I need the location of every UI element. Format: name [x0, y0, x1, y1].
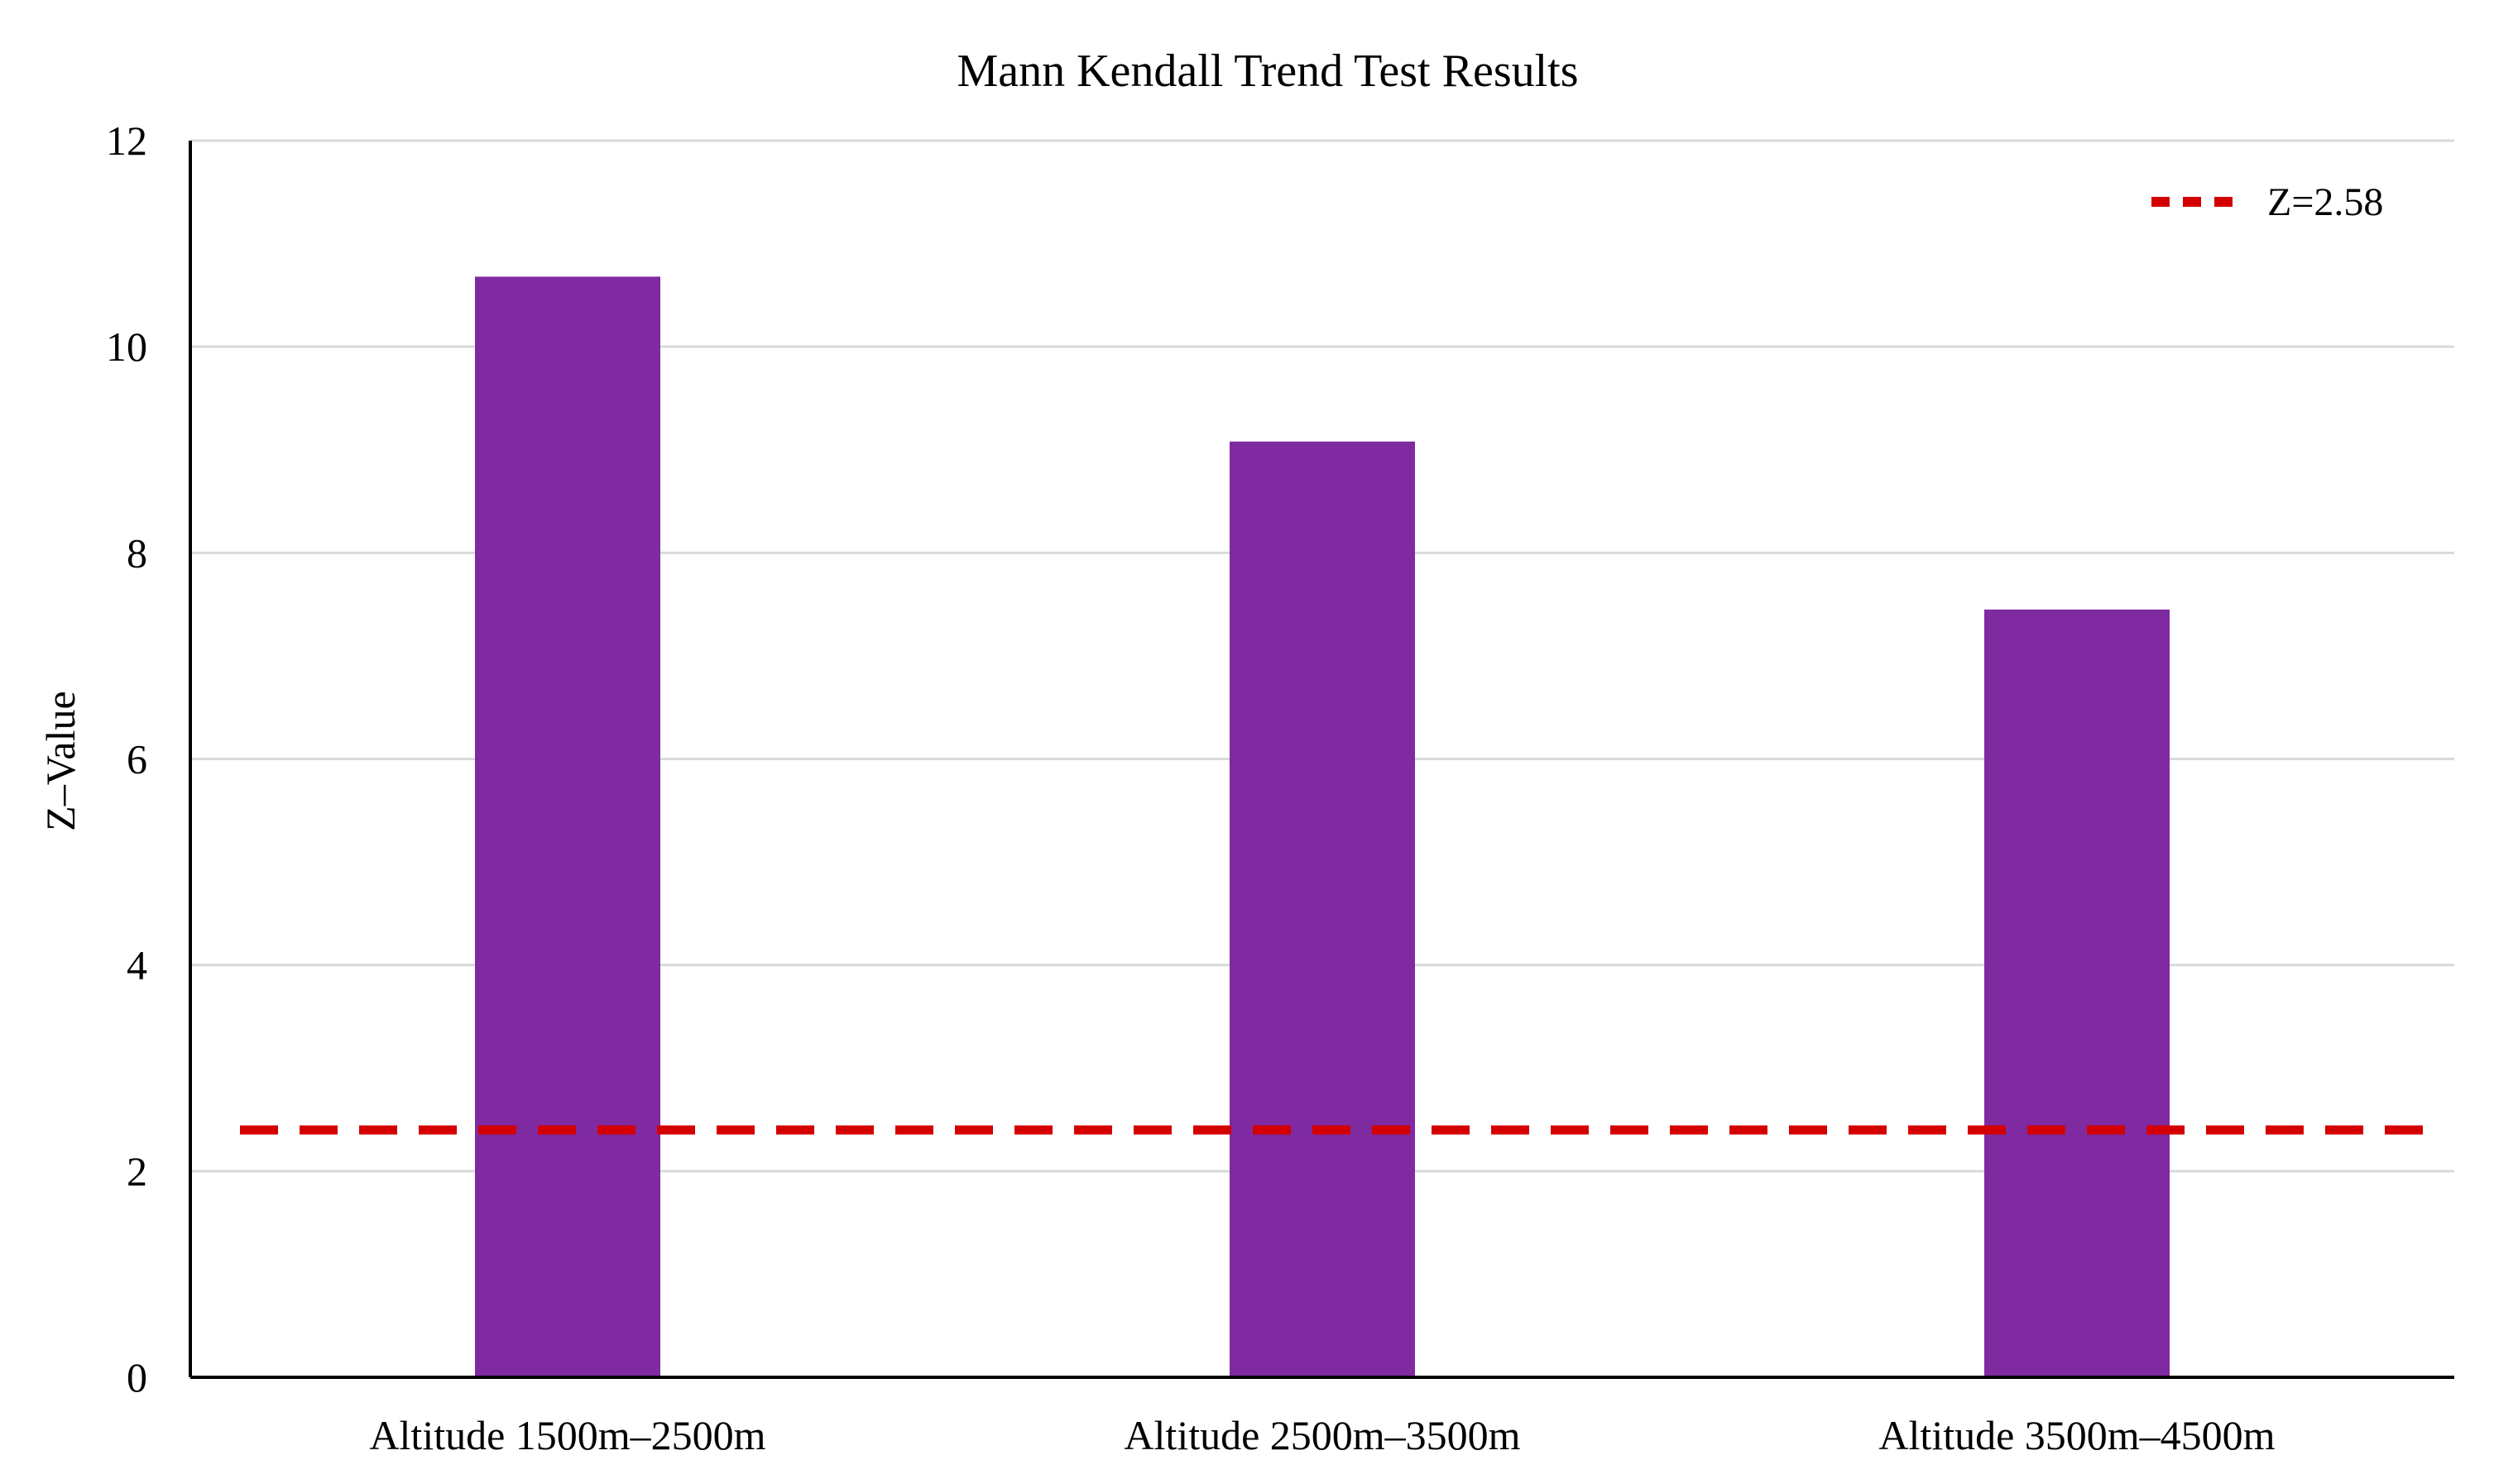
y-tick-label: 10: [106, 323, 147, 370]
legend: Z=2.58: [2151, 180, 2383, 224]
y-tick-label: 4: [127, 942, 147, 989]
legend-label: Z=2.58: [2267, 180, 2383, 224]
axes: [189, 141, 2454, 1379]
y-tick-label: 6: [127, 736, 147, 783]
y-axis-label: Z–Value: [37, 691, 84, 831]
y-tick-label: 0: [127, 1354, 147, 1400]
x-tick-label: Altitude 1500m–2500m: [369, 1412, 765, 1458]
y-tick-labels: 0 2 4 6 8 10 12: [106, 117, 147, 1400]
chart-title: Mann Kendall Trend Test Results: [957, 45, 1578, 97]
y-tick-label: 12: [106, 117, 147, 164]
y-tick-label: 2: [127, 1148, 147, 1194]
bar: [1984, 609, 2170, 1377]
bars: [475, 276, 2170, 1378]
x-tick-labels: Altitude 1500m–2500m Altitude 2500m–3500m…: [369, 1412, 2275, 1458]
y-tick-label: 8: [127, 529, 147, 576]
x-tick-label: Altitude 2500m–3500m: [1124, 1412, 1520, 1458]
bar: [1230, 441, 1415, 1377]
bar: [475, 276, 660, 1378]
x-tick-label: Altitude 3500m–4500m: [1878, 1412, 2275, 1458]
